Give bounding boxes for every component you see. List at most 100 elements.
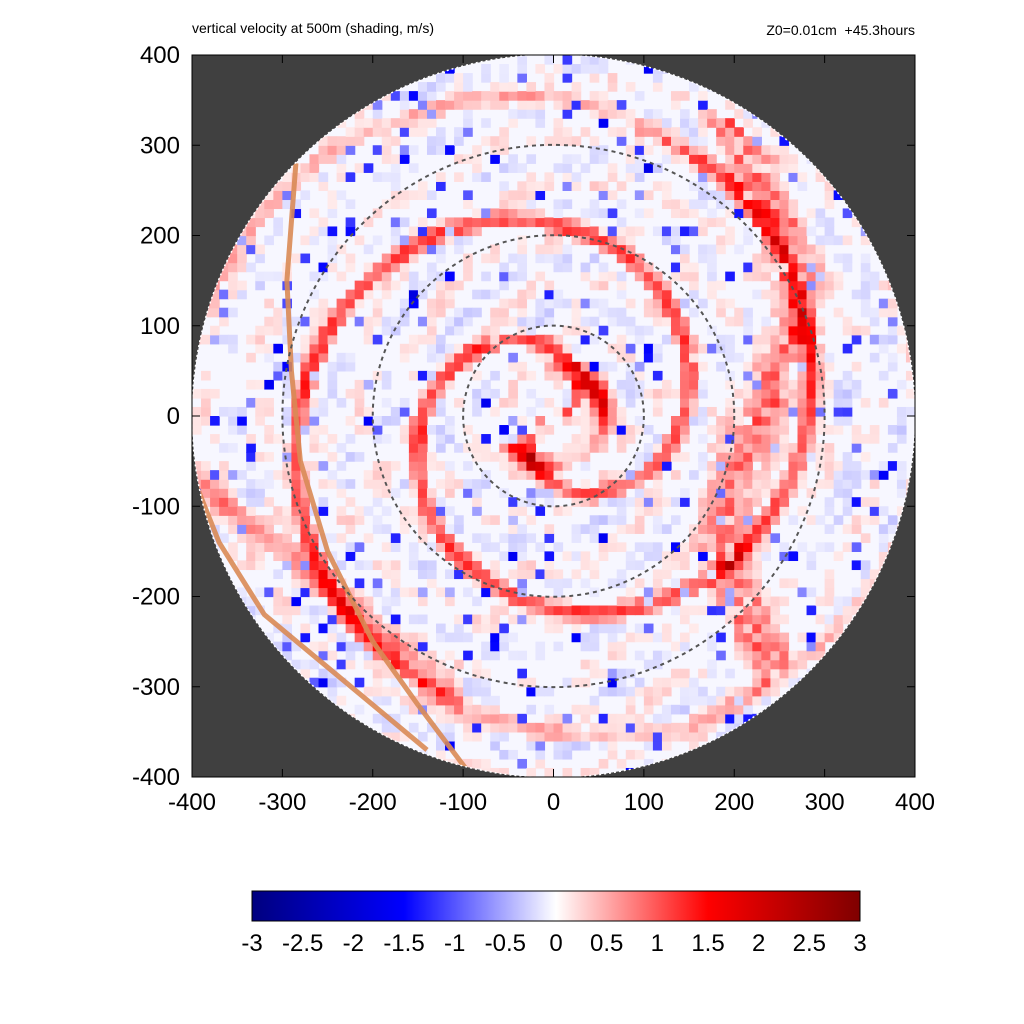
field-cell [625,244,636,255]
field-cell [625,632,636,643]
field-cell [689,370,699,381]
field-cell [589,569,600,580]
field-cell [472,668,482,679]
field-cell [761,506,771,516]
field-cell [372,713,383,724]
field-cell [643,190,654,201]
field-cell [797,325,808,336]
field-cell [716,551,726,562]
field-cell [408,668,419,679]
field-cell [743,569,753,580]
field-cell [562,506,573,516]
field-cell [363,271,374,282]
field-cell [327,479,338,489]
field-cell [291,578,302,589]
field-cell [770,145,781,155]
field-cell [851,515,862,525]
field-cell [336,587,347,598]
field-cell [698,713,708,724]
field-cell [869,470,880,480]
field-cell [372,470,383,480]
field-cell [327,235,338,246]
field-cell [698,569,708,580]
field-cell [725,199,735,210]
field-cell [634,145,645,155]
field-cell [616,488,627,498]
field-cell [652,307,663,318]
field-cell [598,154,609,164]
field-cell [499,91,509,101]
field-cell [743,325,753,336]
field-cell [743,379,753,390]
field-cell [381,154,392,164]
field-cell [490,731,500,742]
field-cell [680,91,690,101]
field-cell [670,596,681,607]
field-cell [752,416,762,426]
field-cell [770,361,781,372]
field-cell [806,280,817,291]
field-cell [264,524,274,534]
field-cell [553,569,564,580]
field-cell [354,596,365,607]
field-cell [625,524,636,534]
field-cell [743,262,753,273]
field-cell [607,605,618,616]
field-cell [309,641,320,652]
field-cell [490,560,500,571]
field-cell [580,740,591,751]
field-cell [643,109,654,119]
field-cell [652,632,663,643]
field-cell [490,515,500,525]
field-cell [580,524,591,534]
field-cell [345,145,356,155]
field-cell [734,695,744,706]
field-cell [237,289,247,300]
field-cell [318,551,329,562]
field-cell [336,316,347,327]
field-cell [589,136,600,146]
field-cell [589,767,600,778]
field-cell [752,163,762,173]
field-cell [725,370,735,381]
field-cell [390,217,401,228]
field-cell [463,217,473,228]
field-cell [517,217,527,228]
field-cell [625,704,636,715]
field-cell [716,280,726,291]
field-cell [734,470,744,480]
field-cell [643,280,654,291]
field-cell [806,361,817,372]
field-cell [562,109,573,119]
field-cell [291,605,302,616]
field-cell [381,650,392,661]
field-cell [562,73,573,83]
field-cell [463,109,473,119]
field-cell [643,605,654,616]
field-cell [237,470,247,480]
field-cell [725,578,735,589]
field-cell [571,533,582,543]
field-cell [761,199,771,210]
field-cell [300,379,311,390]
field-cell [761,533,771,543]
field-cell [426,307,437,318]
field-cell [571,91,582,101]
field-cell [499,217,509,228]
field-cell [472,731,482,742]
field-cell [372,262,383,273]
field-cell [535,352,546,363]
field-cell [399,109,410,119]
field-cell [345,650,356,661]
field-cell [562,352,573,363]
field-cell [472,154,482,164]
field-cell [598,361,609,372]
field-cell [499,280,509,291]
field-cell [761,316,771,327]
field-cell [553,298,564,309]
field-cell [526,199,537,210]
field-cell [661,560,672,571]
field-cell [426,524,437,534]
field-cell [553,199,564,210]
field-cell [680,118,690,128]
